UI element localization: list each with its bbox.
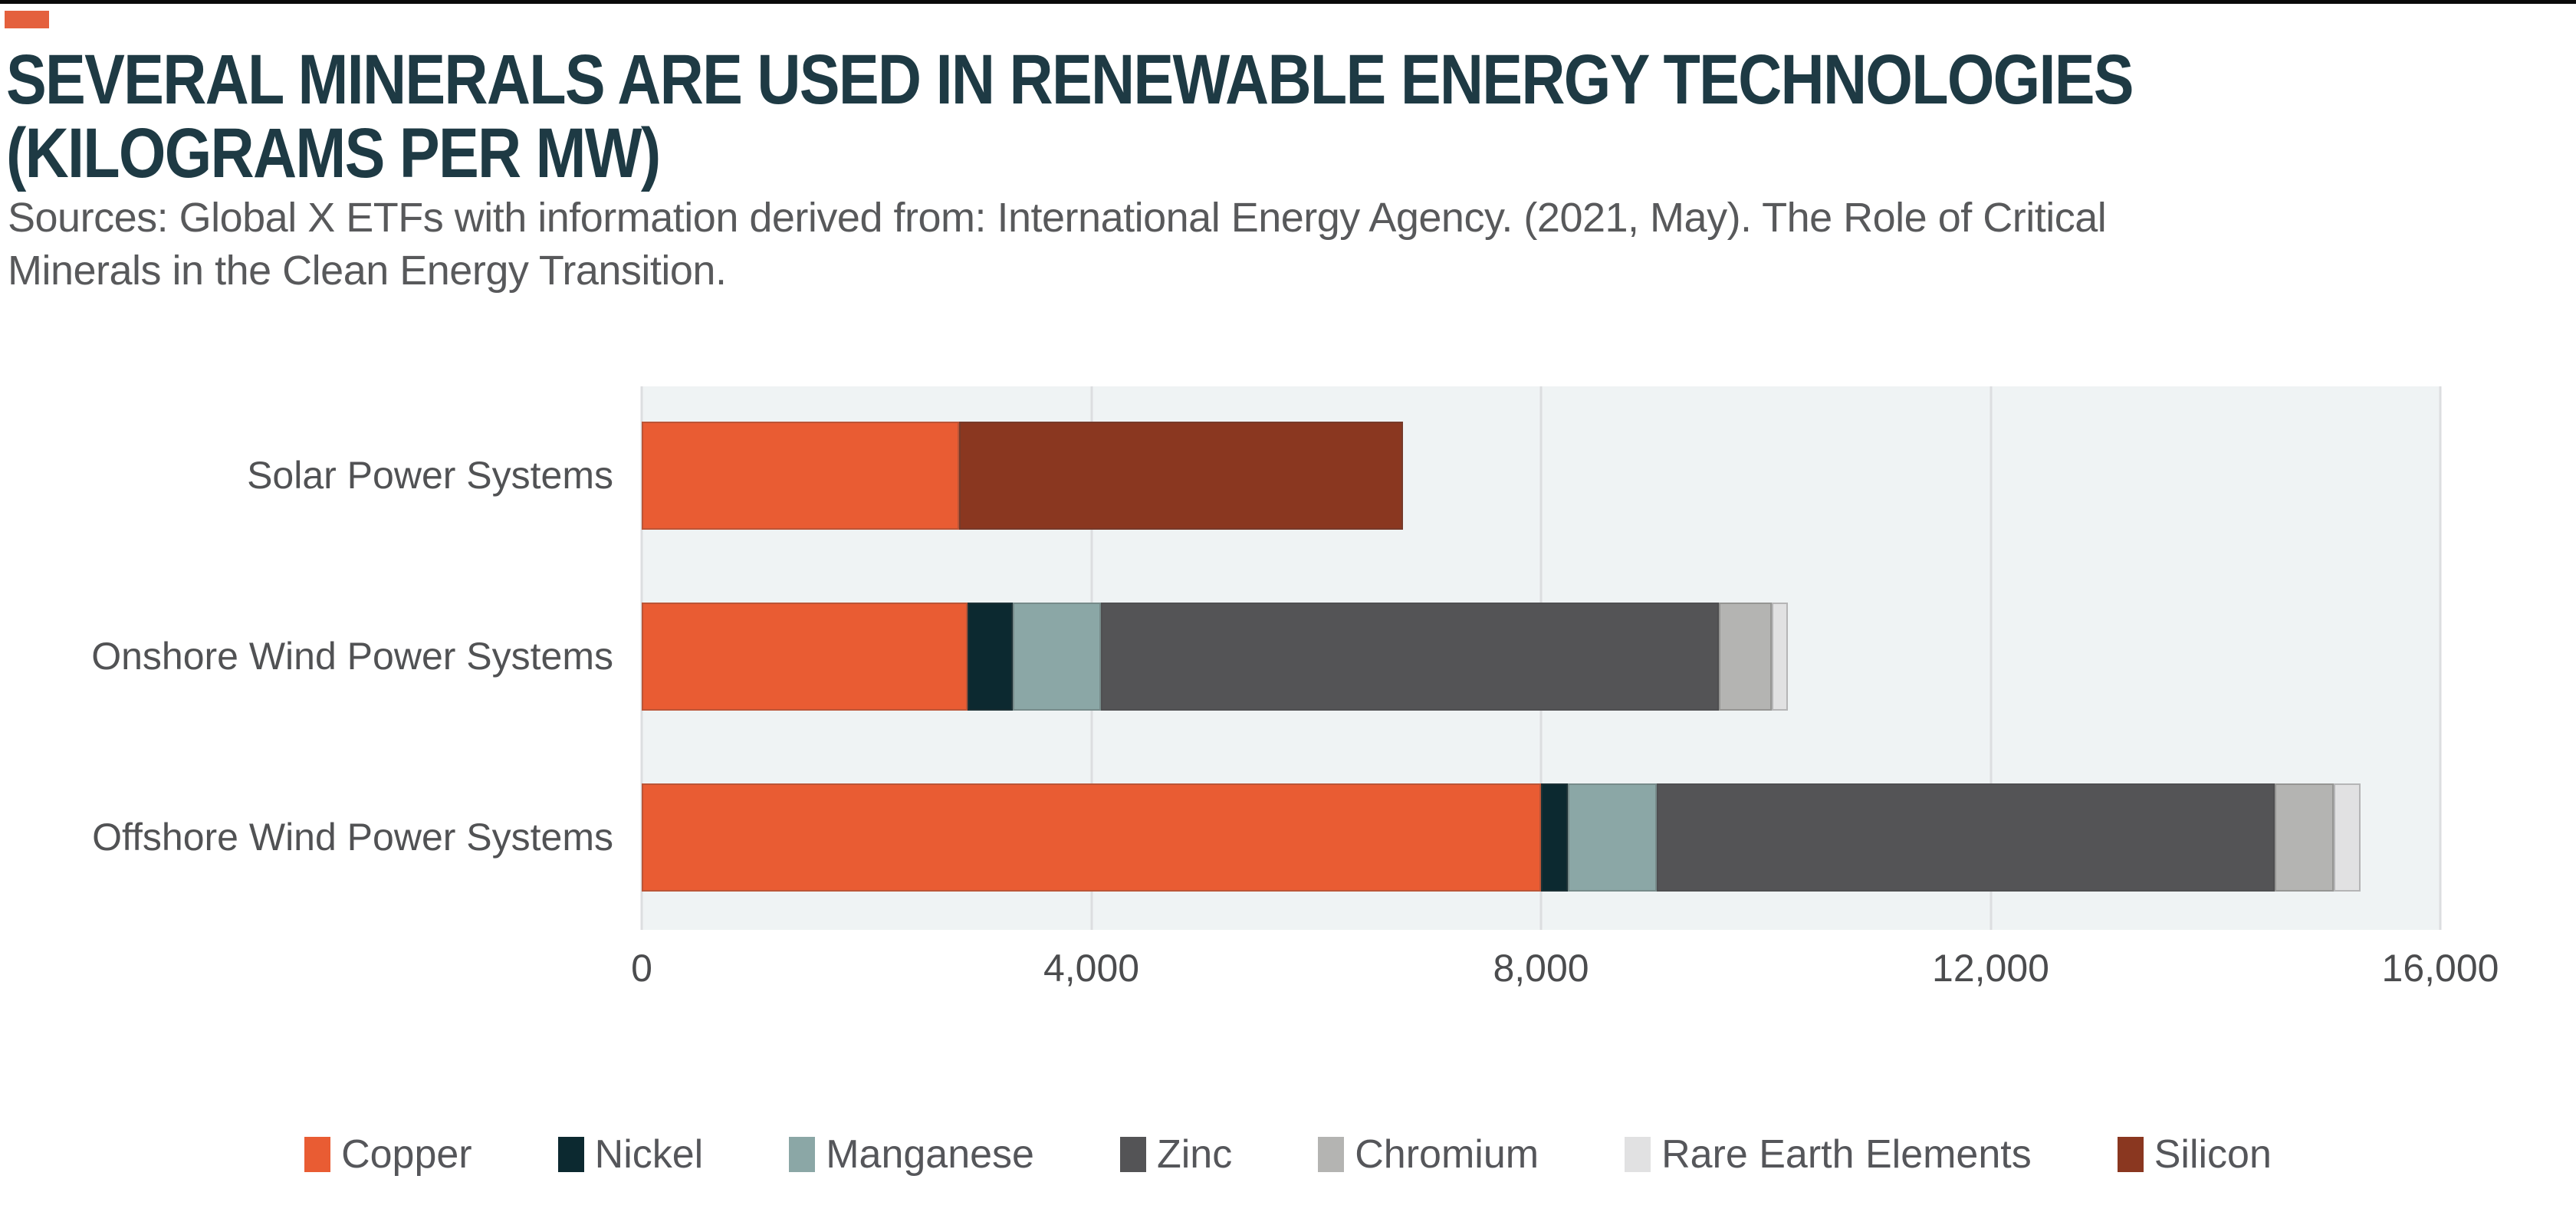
legend-label: Nickel <box>594 1132 704 1177</box>
gridline-16000 <box>2439 386 2442 930</box>
legend-swatch-icon <box>2117 1137 2144 1172</box>
bar-segment-rare-earth-elements <box>2334 783 2361 892</box>
bar-segment-nickel <box>968 603 1014 711</box>
bar-solar-power-systems <box>642 422 2440 530</box>
legend-item-copper: Copper <box>304 1131 472 1177</box>
legend-swatch-icon <box>1119 1137 1146 1172</box>
x-tick-label: 0 <box>631 947 652 990</box>
bar-segment-manganese <box>1013 603 1101 711</box>
legend-swatch-icon <box>1625 1137 1651 1172</box>
bar-segment-nickel <box>1541 783 1569 892</box>
chart-title-line-1: SEVERAL MINERALS ARE USED IN RENEWABLE E… <box>6 41 2134 119</box>
source-note-line-1: Sources: Global X ETFs with information … <box>8 195 2107 241</box>
x-tick-label: 8,000 <box>1493 947 1589 990</box>
legend-item-chromium: Chromium <box>1318 1131 1539 1177</box>
source-note-line-2: Minerals in the Clean Energy Transition. <box>8 248 727 294</box>
gridline-12000 <box>1990 386 1992 930</box>
legend-label: Zinc <box>1156 1132 1233 1177</box>
legend-label: Chromium <box>1355 1132 1539 1177</box>
category-label: Onshore Wind Power Systems <box>91 635 613 678</box>
legend-item-rare-earth-elements: Rare Earth Elements <box>1625 1131 2032 1177</box>
legend-label: Manganese <box>826 1132 1034 1177</box>
bar-segment-zinc <box>1657 783 2275 892</box>
bar-segment-chromium <box>1719 603 1773 711</box>
bar-onshore-wind-power-systems <box>642 603 2440 711</box>
x-tick-label: 16,000 <box>2381 947 2499 990</box>
legend-item-silicon: Silicon <box>2117 1131 2272 1177</box>
chart-title: SEVERAL MINERALS ARE USED IN RENEWABLE E… <box>6 41 2134 192</box>
bar-segment-rare-earth-elements <box>1772 603 1788 711</box>
bar-segment-zinc <box>1100 603 1720 711</box>
legend-item-nickel: Nickel <box>557 1131 704 1177</box>
category-axis: Solar Power Systems Onshore Wind Power Sy… <box>0 386 613 930</box>
bar-offshore-wind-power-systems <box>642 783 2440 892</box>
bar-segment-copper <box>642 422 959 530</box>
legend-label: Silicon <box>2154 1132 2272 1177</box>
bar-segment-copper <box>642 603 968 711</box>
legend-label: Rare Earth Elements <box>1661 1132 2032 1177</box>
bar-segment-copper <box>642 783 1541 892</box>
legend-label: Copper <box>341 1132 472 1177</box>
legend: Copper Nickel Manganese Zinc Chromium Rare Ea… <box>0 1131 2576 1177</box>
legend-swatch-icon <box>1318 1137 1345 1172</box>
legend-swatch-icon <box>789 1137 816 1172</box>
legend-swatch-icon <box>304 1137 331 1172</box>
legend-item-manganese: Manganese <box>789 1131 1034 1177</box>
plot-area <box>640 386 2442 930</box>
x-tick-label: 12,000 <box>1932 947 2049 990</box>
top-border <box>0 0 2576 4</box>
category-label: Offshore Wind Power Systems <box>92 816 613 859</box>
bar-segment-silicon <box>958 422 1403 530</box>
category-label: Solar Power Systems <box>247 454 613 497</box>
x-tick-label: 4,000 <box>1043 947 1140 990</box>
value-axis: 0 4,000 8,000 12,000 16,000 <box>631 941 2499 995</box>
bar-segment-chromium <box>2275 783 2334 892</box>
brand-accent-square <box>5 11 49 28</box>
chart-title-line-2: (KILOGRAMS PER MW) <box>6 114 661 192</box>
legend-swatch-icon <box>557 1137 584 1172</box>
bar-segment-manganese <box>1568 783 1658 892</box>
source-note: Sources: Global X ETFs with information … <box>8 192 2107 297</box>
legend-item-zinc: Zinc <box>1119 1131 1233 1177</box>
